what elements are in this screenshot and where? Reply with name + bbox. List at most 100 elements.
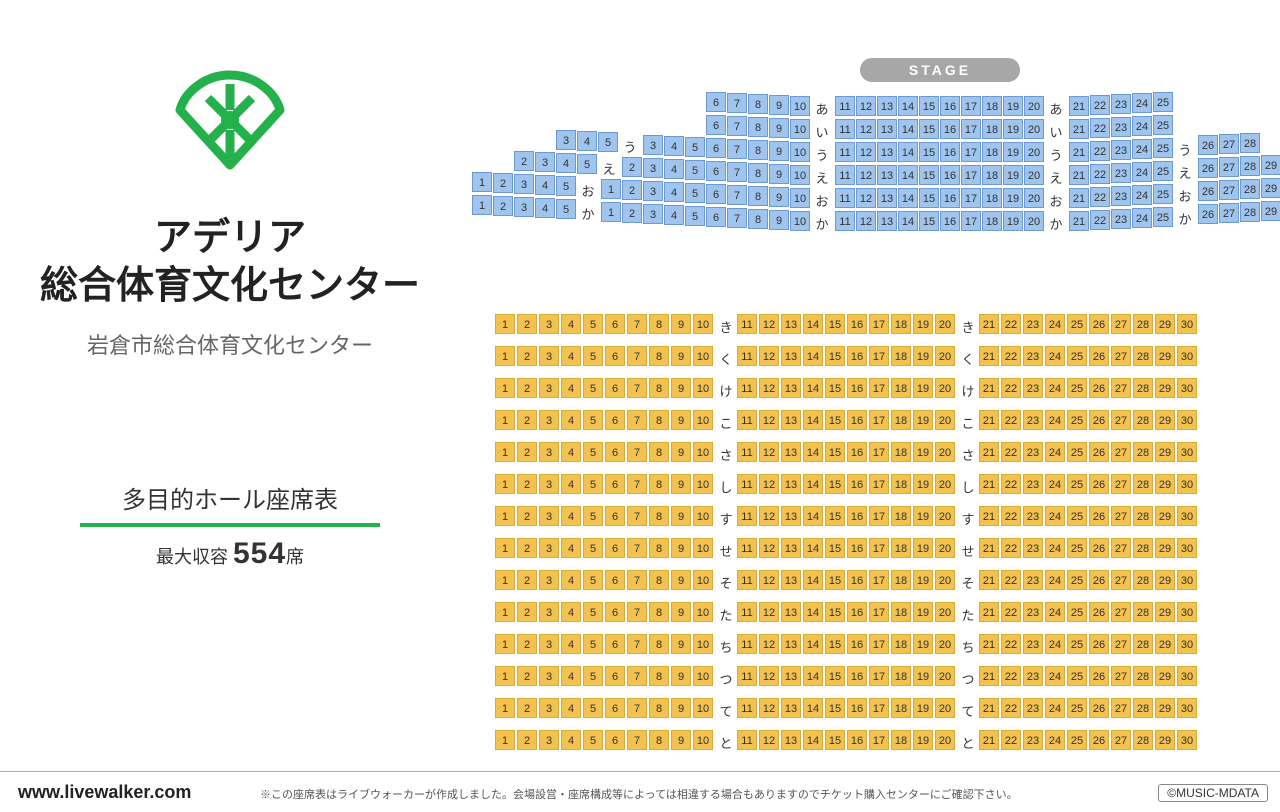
row-label: て (959, 701, 977, 720)
seat: 13 (877, 96, 897, 116)
seat: 8 (649, 442, 669, 462)
page: アデリア 総合体育文化センター 岩倉市総合体育文化センター 多目的ホール座席表 … (0, 0, 1280, 812)
seat: 24 (1045, 666, 1065, 686)
seat: 3 (539, 378, 559, 398)
seat: 4 (664, 136, 684, 156)
seat: 2 (622, 157, 642, 177)
seat: 24 (1132, 139, 1152, 159)
seat: 10 (693, 570, 713, 590)
seat: 20 (1024, 165, 1044, 185)
seat: 27 (1111, 314, 1131, 334)
seat: 29 (1155, 730, 1175, 750)
seat: 2 (517, 314, 537, 334)
seat: 16 (940, 96, 960, 116)
seat: 9 (769, 164, 789, 184)
seat: 6 (706, 92, 726, 112)
seat: 30 (1177, 346, 1197, 366)
seat: 29 (1155, 602, 1175, 622)
seat: 14 (803, 314, 823, 334)
row-label: あ (1047, 99, 1065, 118)
seat: 18 (891, 698, 911, 718)
seat: 10 (790, 165, 810, 185)
seat: 15 (825, 698, 845, 718)
seat: 20 (935, 570, 955, 590)
seat: 19 (913, 506, 933, 526)
seat: 22 (1090, 141, 1110, 161)
seat: 21 (1069, 188, 1089, 208)
seat: 12 (759, 442, 779, 462)
footer-url: www.livewalker.com (18, 782, 191, 803)
seat: 9 (671, 442, 691, 462)
seat: 7 (727, 139, 747, 159)
row-label: き (959, 317, 977, 336)
seat: 19 (913, 634, 933, 654)
row-label: お (1176, 186, 1194, 205)
seat: 29 (1155, 314, 1175, 334)
seat: 14 (803, 442, 823, 462)
seat: 17 (869, 602, 889, 622)
seat: 3 (514, 197, 534, 217)
seat: 25 (1067, 730, 1087, 750)
seat: 24 (1045, 698, 1065, 718)
seat: 4 (561, 570, 581, 590)
seat: 21 (1069, 211, 1089, 231)
seat: 5 (583, 474, 603, 494)
seat: 28 (1133, 378, 1153, 398)
seat: 12 (856, 211, 876, 231)
seat: 25 (1067, 666, 1087, 686)
seat: 27 (1111, 730, 1131, 750)
row-label: え (600, 159, 618, 178)
seat: 23 (1111, 186, 1131, 206)
seat: 25 (1153, 207, 1173, 227)
seat: 30 (1177, 378, 1197, 398)
seat: 12 (759, 634, 779, 654)
seat: 2 (493, 173, 513, 193)
seat: 23 (1111, 94, 1131, 114)
seat: 22 (1001, 474, 1021, 494)
seat: 4 (535, 175, 555, 195)
seat: 6 (605, 314, 625, 334)
seat: 2 (517, 698, 537, 718)
seat: 8 (649, 474, 669, 494)
seat: 13 (781, 570, 801, 590)
seat: 15 (825, 346, 845, 366)
seat: 12 (759, 474, 779, 494)
seat: 25 (1067, 410, 1087, 430)
seat: 14 (898, 96, 918, 116)
seat: 5 (577, 154, 597, 174)
seat: 18 (982, 165, 1002, 185)
seat: 3 (556, 130, 576, 150)
seat: 9 (671, 378, 691, 398)
seat: 1 (495, 378, 515, 398)
seat: 3 (539, 730, 559, 750)
seat: 11 (835, 96, 855, 116)
seat: 5 (583, 570, 603, 590)
seat: 5 (556, 199, 576, 219)
row-label: た (717, 605, 735, 624)
seat: 19 (1003, 165, 1023, 185)
seat: 17 (961, 119, 981, 139)
seat: 23 (1023, 506, 1043, 526)
seat: 18 (891, 506, 911, 526)
row-label: か (1176, 209, 1194, 228)
seat: 23 (1111, 209, 1131, 229)
seat: 25 (1153, 115, 1173, 135)
seat: 22 (1001, 346, 1021, 366)
seat: 23 (1023, 698, 1043, 718)
seat: 9 (671, 314, 691, 334)
seat: 3 (539, 474, 559, 494)
seat: 4 (561, 442, 581, 462)
seat: 4 (561, 634, 581, 654)
seat: 11 (737, 314, 757, 334)
venue-subtitle: 岩倉市総合体育文化センター (0, 328, 460, 360)
seat: 29 (1155, 442, 1175, 462)
seat: 17 (961, 188, 981, 208)
seat: 28 (1133, 442, 1153, 462)
seat: 2 (622, 203, 642, 223)
seat: 29 (1261, 178, 1280, 198)
seat: 29 (1261, 155, 1280, 175)
seat: 21 (1069, 119, 1089, 139)
seat: 7 (727, 93, 747, 113)
row-label: け (959, 381, 977, 400)
seat: 12 (759, 538, 779, 558)
